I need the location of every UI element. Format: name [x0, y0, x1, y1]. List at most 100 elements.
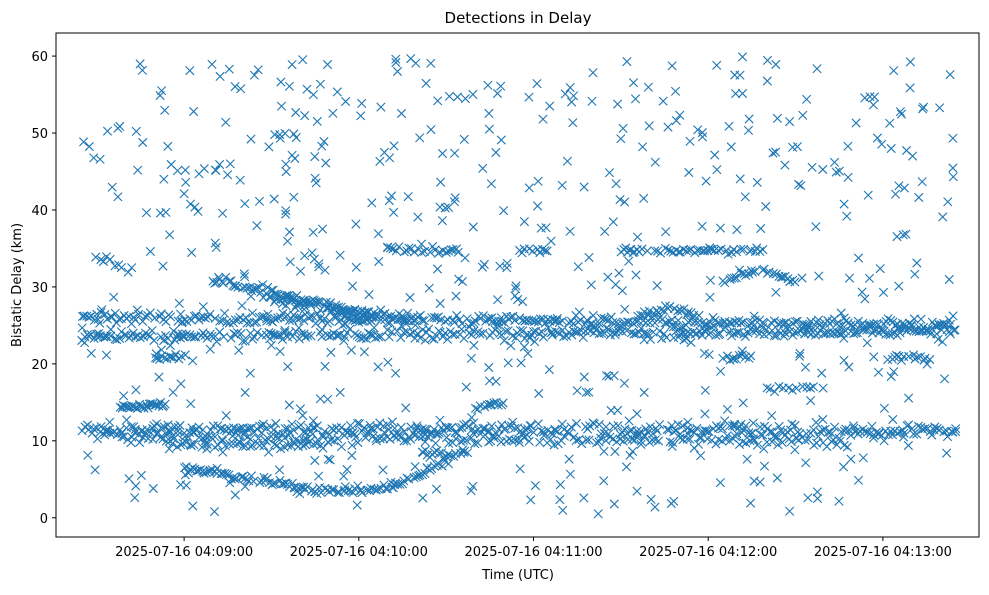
detection-point: [558, 505, 568, 515]
detection-point: [178, 438, 188, 448]
detection-point: [806, 316, 816, 327]
detection-point: [658, 96, 668, 106]
detection-point: [631, 270, 641, 280]
detection-point: [347, 281, 358, 291]
detection-point: [353, 481, 363, 491]
y-tick-label: 30: [31, 281, 48, 296]
detection-point: [289, 192, 299, 202]
detection-point: [689, 310, 699, 320]
detection-point: [346, 345, 356, 355]
detection-point: [510, 315, 520, 325]
detection-point: [230, 474, 240, 484]
detection-point: [327, 306, 337, 316]
detection-point: [741, 270, 751, 280]
detection-point: [652, 281, 662, 291]
detection-point: [748, 434, 759, 444]
detection-point: [440, 328, 450, 338]
detection-point: [180, 470, 190, 480]
detection-point: [399, 426, 409, 436]
detection-point: [290, 153, 300, 164]
detection-point: [720, 278, 730, 288]
detection-point: [865, 92, 875, 102]
detection-point: [187, 247, 197, 258]
detection-point: [343, 427, 353, 437]
detection-point: [314, 259, 324, 269]
detection-point: [353, 437, 363, 448]
detection-point: [858, 325, 868, 335]
detection-point: [151, 349, 161, 359]
detection-point: [101, 425, 111, 435]
detection-point: [97, 305, 107, 315]
detection-point: [859, 427, 869, 437]
detection-point: [646, 494, 656, 504]
detection-point: [413, 329, 423, 339]
detection-point: [137, 65, 147, 75]
detection-point: [642, 246, 652, 256]
detection-point: [740, 192, 750, 202]
detection-point: [624, 317, 634, 327]
detection-point: [497, 316, 507, 326]
detection-point: [396, 422, 406, 432]
detection-point: [340, 482, 350, 492]
detection-point: [736, 419, 746, 429]
detection-point: [641, 318, 651, 328]
detection-point: [710, 150, 720, 160]
detection-point: [601, 314, 611, 324]
detection-point: [180, 350, 190, 360]
detection-point: [315, 394, 325, 404]
detection-point: [533, 201, 543, 211]
detection-point: [715, 329, 725, 339]
detection-point: [506, 341, 516, 351]
detection-point: [712, 60, 722, 70]
detection-point: [652, 426, 662, 436]
detection-point: [545, 101, 555, 111]
detection-point: [565, 469, 575, 479]
detection-point: [637, 244, 647, 254]
detection-point: [438, 453, 448, 463]
axis-ticks: 2025-07-16 04:09:00 2025-07-16 04:10:00 20…: [31, 50, 952, 560]
detection-point: [550, 426, 560, 436]
detection-point: [452, 92, 463, 102]
detection-point: [375, 156, 385, 166]
detection-point: [628, 446, 638, 456]
detection-point: [188, 356, 198, 366]
detection-point: [564, 428, 574, 438]
detection-point: [478, 163, 488, 173]
detection-point: [161, 207, 171, 217]
detection-point: [444, 91, 454, 101]
detection-point: [326, 347, 336, 357]
detection-point: [231, 281, 241, 291]
detection-point: [207, 465, 217, 475]
detection-point: [488, 430, 498, 441]
detection-point: [147, 326, 157, 336]
detection-point: [796, 181, 806, 191]
detection-point: [944, 327, 954, 337]
detection-point: [765, 384, 775, 394]
detection-point: [163, 420, 173, 430]
detection-point: [181, 177, 191, 187]
detection-point: [906, 325, 916, 335]
detection-point: [102, 331, 112, 341]
detection-point: [489, 398, 499, 408]
detection-point: [281, 167, 291, 177]
detection-point: [879, 326, 889, 336]
x-tick-label: 2025-07-16 04:11:00: [464, 545, 602, 560]
detection-point: [150, 313, 160, 323]
detection-point: [762, 55, 773, 65]
detection-point: [596, 429, 606, 439]
detection-point: [701, 426, 712, 436]
detection-point: [744, 114, 754, 124]
detection-point: [834, 496, 844, 506]
detection-point: [668, 437, 678, 447]
detection-point: [123, 267, 133, 277]
detection-point: [592, 438, 602, 448]
detection-point: [843, 141, 853, 151]
detection-point: [696, 451, 706, 461]
detection-point: [132, 305, 142, 315]
detection-point: [210, 165, 220, 175]
detection-point: [609, 499, 619, 509]
detection-point: [136, 470, 146, 480]
detection-point: [415, 310, 425, 320]
detection-point: [232, 425, 242, 435]
